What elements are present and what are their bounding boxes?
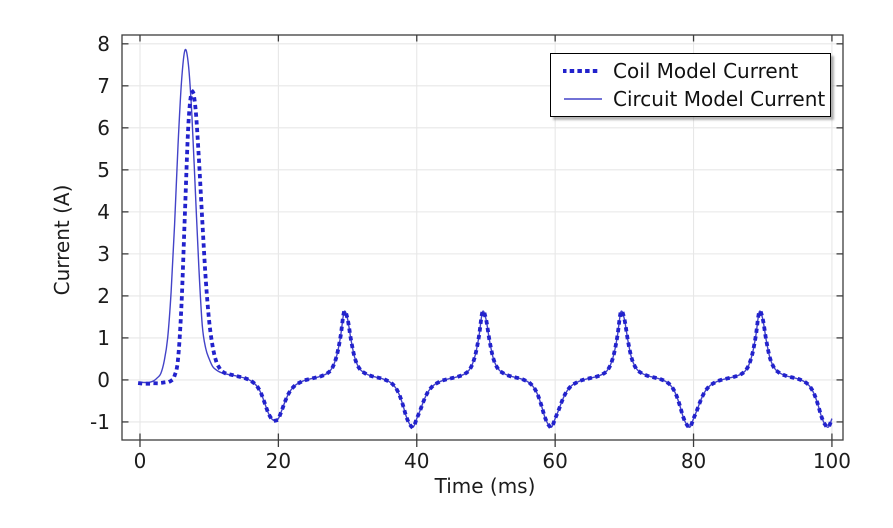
y-tick-label: 3 [97, 242, 110, 266]
x-tick-label: 40 [404, 449, 429, 473]
y-tick-label: 7 [97, 74, 110, 98]
coil-current-dotted-sample-icon [563, 69, 603, 73]
series-coil-model-current-curve [137, 89, 835, 430]
x-tick-label: 80 [681, 449, 706, 473]
legend-item-circuit-model-current: Circuit Model Current [563, 86, 830, 112]
legend-label: Coil Model Current [613, 59, 799, 83]
legend-item-coil-model-current: Coil Model Current [563, 58, 830, 84]
y-tick-label: 2 [97, 284, 110, 308]
legend-box: Coil Model Current Circuit Model Current [550, 53, 831, 117]
x-axis-title: Time (ms) [434, 474, 536, 498]
y-tick-label: 8 [97, 32, 110, 56]
x-tick-label: 100 [813, 449, 851, 473]
y-axis-title: Current (A) [50, 184, 74, 296]
plot-frame [121, 34, 844, 441]
x-tick-label: 60 [542, 449, 567, 473]
y-tick-label: 6 [97, 116, 110, 140]
x-tick-label: 20 [266, 449, 291, 473]
circuit-current-solid-sample-icon [564, 98, 602, 100]
legend-label: Circuit Model Current [613, 87, 826, 111]
y-tick-label: 1 [97, 326, 110, 350]
y-tick-label: -1 [90, 410, 110, 434]
y-tick-label: 4 [97, 200, 110, 224]
x-tick-label: 0 [134, 449, 147, 473]
y-tick-label: 5 [97, 158, 110, 182]
y-tick-label: 0 [97, 368, 110, 392]
